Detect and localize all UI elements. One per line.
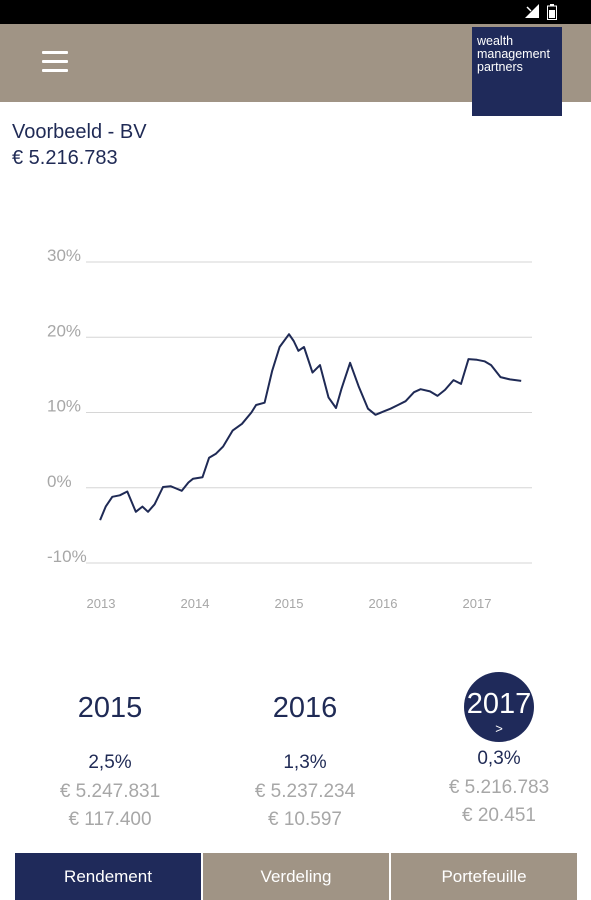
account-name: Voorbeeld - BV (12, 121, 147, 143)
year-value: € 5.247.831 (59, 781, 161, 802)
year-label: 2016 (272, 692, 338, 724)
account-value: € 5.216.783 (12, 147, 118, 169)
year-label: 2015 (77, 692, 143, 724)
battery-icon (547, 4, 557, 20)
chevron-right-icon: > (495, 721, 503, 736)
x-tick-label: 2017 (463, 596, 492, 611)
menu-icon[interactable] (42, 51, 70, 73)
return-chart: 30% 20% 10% 0% -10% 2013 2014 2015 2016 2017 (47, 246, 532, 611)
year-value: € 5.237.234 (254, 781, 356, 802)
year-gain: € 10.597 (268, 809, 342, 830)
year-value: € 5.216.783 (448, 777, 550, 798)
year-return: 1,3% (283, 752, 327, 773)
x-tick-label: 2015 (275, 596, 304, 611)
logo-line: wealth (477, 34, 514, 48)
year-summary-2017[interactable]: 2017 > 0,3% € 5.216.783 € 20.451 (419, 670, 579, 827)
y-tick-label: 0% (47, 472, 72, 491)
y-tick-label: 10% (47, 397, 81, 416)
y-tick-label: -10% (47, 547, 87, 566)
tab-rendement[interactable]: Rendement (15, 853, 201, 900)
bottom-tabs: Rendement Verdeling Portefeuille (15, 853, 577, 900)
year-gain: € 20.451 (462, 805, 536, 826)
tab-verdeling[interactable]: Verdeling (203, 853, 389, 900)
company-logo: wealth management partners (472, 27, 562, 116)
status-bar (0, 0, 591, 24)
year-gain: € 117.400 (68, 809, 152, 830)
y-tick-label: 30% (47, 246, 81, 265)
year-summary-2016[interactable]: 2016 1,3% € 5.237.234 € 10.597 (225, 670, 385, 831)
year-summary-2015[interactable]: 2015 2,5% € 5.247.831 € 117.400 (30, 670, 190, 831)
x-tick-label: 2016 (369, 596, 398, 611)
logo-line: management (477, 47, 550, 61)
signal-icon (525, 4, 539, 18)
selected-year-button[interactable]: 2017 > (464, 672, 534, 742)
tab-portefeuille[interactable]: Portefeuille (391, 853, 577, 900)
year-return: 0,3% (477, 748, 521, 769)
x-tick-label: 2013 (87, 596, 116, 611)
logo-line: partners (477, 60, 523, 74)
return-series-line (99, 333, 522, 521)
x-tick-label: 2014 (181, 596, 210, 611)
year-label: 2017 (466, 688, 532, 720)
y-tick-label: 20% (47, 321, 81, 340)
year-return: 2,5% (88, 752, 132, 773)
